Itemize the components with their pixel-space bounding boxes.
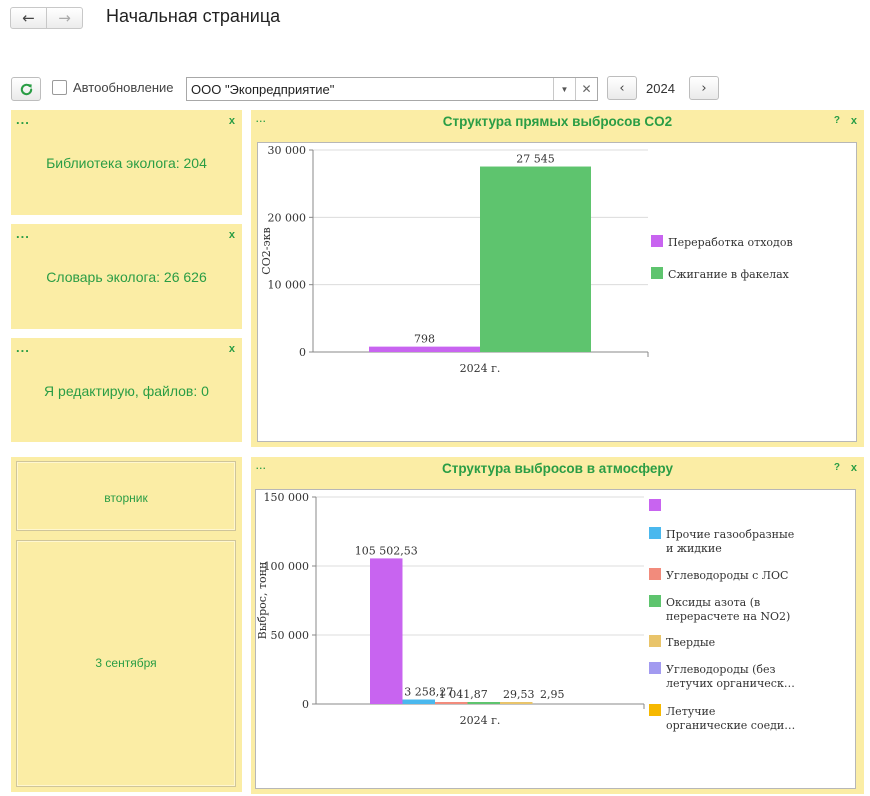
autoupdate-label: Автообновление [73,80,174,95]
y-tick-label: 10 000 [268,279,307,292]
weekday-box: вторник [16,461,236,531]
widget-menu-button[interactable]: ... [16,112,30,127]
legend-swatch [649,568,661,580]
legend-label: Сжигание в факелах [668,268,790,281]
help-icon[interactable]: ? [833,462,840,473]
back-button[interactable]: ← [11,8,46,28]
bar[interactable] [480,166,591,352]
legend-swatch [649,499,661,511]
next-year-button[interactable]: › [689,76,719,100]
legend-label: Переработка отходов [668,236,793,249]
y-tick-label: 150 000 [264,491,310,504]
widget-menu-button[interactable]: ... [256,461,267,471]
co2-chart-widget: ... Структура прямых выбросов CO2 ? x 0 1… [251,110,864,447]
editing-widget: ... x Я редактирую, файлов: 0 [11,338,242,442]
data-label: 105 502,53 [355,544,418,557]
legend-label: Прочие газообразные [666,528,794,541]
chevron-left-icon: ‹ [619,80,625,96]
co2-chart: 0 10 000 20 000 30 000 CO2-экв 2024 г. 798 27 5… [260,144,793,375]
legend-swatch [649,595,661,607]
atmosphere-chart: 0 50 000 100 000 150 000 Выброс, тонн 2024 г.… [256,491,795,732]
y-tick-label: 0 [299,346,306,359]
data-label: 798 [414,333,435,346]
y-axis-label: CO2-экв [260,227,273,274]
library-count[interactable]: Библиотека эколога: 204 [46,155,207,171]
data-label: 27 545 [516,153,555,166]
close-icon[interactable]: x [228,229,235,241]
autoupdate-checkbox[interactable] [52,80,67,95]
legend-swatch [649,662,661,674]
previous-year-button[interactable]: ‹ [607,76,637,100]
bar[interactable] [369,346,480,352]
data-label: 1 041,87 [439,688,488,701]
close-icon[interactable]: x [850,115,857,127]
calendar-widget: вторник 3 сентября [11,457,242,792]
date-box: 3 сентября [16,540,236,787]
legend-swatch [649,704,661,716]
refresh-button[interactable] [11,77,41,101]
help-icon[interactable]: ? [833,115,840,126]
y-axis-label: Выброс, тонн [256,562,269,640]
data-label: 3 258,27 [404,686,453,699]
x-tick-label: 2024 г. [460,362,501,375]
chart-title: Структура прямых выбросов CO2 [442,114,673,129]
year-value: 2024 [646,81,675,96]
library-widget: ... x Библиотека эколога: 204 [11,110,242,215]
y-tick-label: 30 000 [268,144,307,157]
widget-menu-button[interactable]: ... [16,226,30,241]
legend-label: Летучие [666,705,715,718]
editing-count[interactable]: Я редактирую, файлов: 0 [44,383,209,399]
close-icon: ✕ [581,82,592,96]
y-tick-label: 50 000 [271,629,310,642]
legend-label: органические соеди… [666,719,795,732]
bar[interactable] [435,702,468,704]
y-tick-label: 0 [302,698,309,711]
atmosphere-chart-area: 0 50 000 100 000 150 000 Выброс, тонн 2024 г.… [255,489,856,789]
chart-title: Структура выбросов в атмосферу [441,461,674,476]
legend-label: Оксиды азота (в [666,596,760,609]
widget-menu-button[interactable]: ... [256,114,267,124]
legend-label: Твердые [666,636,715,649]
organization-value: ООО "Экопредприятие" [191,82,335,97]
y-tick-label: 20 000 [268,211,307,224]
legend-swatch [649,635,661,647]
arrow-right-icon: → [58,9,71,27]
navigation-buttons: ← → [10,7,83,29]
date-label: 3 сентября [95,656,157,670]
close-icon[interactable]: x [850,462,857,474]
forward-button[interactable]: → [46,8,82,28]
organization-field[interactable]: ООО "Экопредприятие" ▼ ✕ [186,77,598,101]
legend-label: Углеводороды (без [666,663,776,676]
legend-swatch [649,527,661,539]
data-label: 2,95 [540,688,565,701]
x-tick-label: 2024 г. [460,714,501,727]
weekday-label: вторник [104,491,148,505]
legend-label: летучих органическ… [666,677,795,690]
bar[interactable] [467,702,501,704]
legend-swatch [651,267,663,279]
bar[interactable] [402,699,436,704]
legend-swatch [651,235,663,247]
y-tick-label: 100 000 [264,560,310,573]
dictionary-widget: ... x Словарь эколога: 26 626 [11,224,242,329]
chevron-down-icon: ▼ [560,84,569,94]
widget-menu-button[interactable]: ... [16,340,30,355]
refresh-icon [20,83,32,95]
data-label: 29,53 [503,688,535,701]
close-icon[interactable]: x [228,115,235,127]
legend-label: перерасчете на NO2) [666,610,790,623]
clear-button[interactable]: ✕ [575,78,597,100]
close-icon[interactable]: x [228,343,235,355]
chevron-right-icon: › [701,80,707,96]
bar[interactable] [500,702,533,704]
bar[interactable] [370,558,403,704]
atmosphere-chart-widget: ... Структура выбросов в атмосферу ? x 0… [251,457,864,794]
dictionary-count[interactable]: Словарь эколога: 26 626 [46,269,207,285]
co2-chart-area: 0 10 000 20 000 30 000 CO2-экв 2024 г. 798 27 5… [257,142,857,442]
dropdown-button[interactable]: ▼ [553,78,575,100]
arrow-left-icon: ← [22,9,35,27]
page-title: Начальная страница [106,6,281,26]
legend-label: и жидкие [666,542,722,555]
legend-label: Углеводороды с ЛОС [666,569,788,582]
